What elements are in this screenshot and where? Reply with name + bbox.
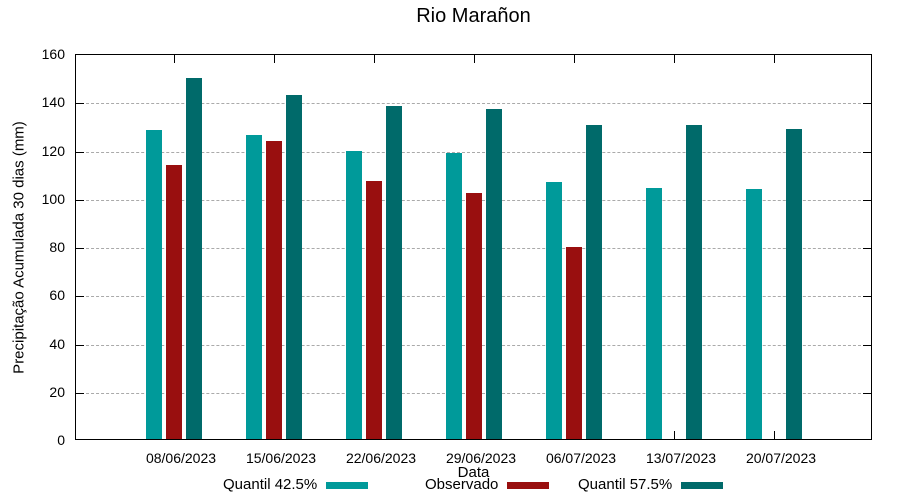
bar-quantil-42-5-1 <box>246 135 262 439</box>
y-tick-label-20: 20 <box>49 383 65 400</box>
top-tick-6 <box>774 55 775 63</box>
right-tick-140 <box>863 103 871 105</box>
bar-quantil-42-5-3 <box>446 153 462 439</box>
bar-quantil-57-5-3 <box>486 108 502 439</box>
right-tick-120 <box>863 151 871 153</box>
legend-label-quantil-42-5: Quantil 42.5% <box>223 476 318 493</box>
legend-item-quantil-57-5: Quantil 57.5% <box>578 476 724 494</box>
x-tick-label-6: 20/07/2023 <box>745 450 817 466</box>
y-tick-label-80: 80 <box>49 239 65 255</box>
bar-observado-2 <box>366 180 382 439</box>
bar-quantil-57-5-6 <box>786 129 802 439</box>
gridline-120 <box>76 151 871 153</box>
bar-quantil-42-5-5 <box>646 188 662 439</box>
bar-quantil-57-5-2 <box>386 106 402 439</box>
y-tick-label-0: 0 <box>57 432 65 448</box>
legend-swatch-quantil-57-5 <box>681 481 724 489</box>
bar-quantil-42-5-4 <box>546 182 562 439</box>
bar-quantil-42-5-0 <box>146 130 162 439</box>
legend-label-quantil-57-5: Quantil 57.5% <box>578 476 673 493</box>
bottom-tick-5 <box>674 431 675 439</box>
left-tick-60 <box>76 296 84 298</box>
gridline-140 <box>76 103 871 105</box>
x-tick-label-1: 15/06/2023 <box>245 450 317 466</box>
right-tick-40 <box>863 344 871 346</box>
y-tick-label-100: 100 <box>41 190 65 207</box>
right-tick-80 <box>863 248 871 249</box>
legend-swatch-quantil-42-5 <box>326 481 369 489</box>
legend-label-observado: Observado <box>425 476 499 493</box>
bar-quantil-57-5-1 <box>286 95 302 439</box>
bar-observado-4 <box>566 247 582 439</box>
left-tick-140 <box>76 103 84 105</box>
x-tick-label-0: 08/06/2023 <box>145 450 217 466</box>
left-tick-100 <box>76 199 84 201</box>
y-tick-label-120: 120 <box>41 142 65 159</box>
right-tick-100 <box>863 199 871 201</box>
top-tick-2 <box>374 55 375 63</box>
bar-quantil-57-5-0 <box>186 78 202 439</box>
y-tick-label-60: 60 <box>49 287 65 304</box>
top-tick-3 <box>474 55 475 63</box>
y-tick-label-160: 160 <box>41 46 65 62</box>
x-tick-label-5: 13/07/2023 <box>645 450 717 466</box>
right-tick-20 <box>863 392 871 394</box>
top-tick-0 <box>174 55 175 63</box>
x-tick-label-3: 29/06/2023 <box>445 450 517 466</box>
legend-item-observado: Observado <box>425 476 550 494</box>
left-tick-40 <box>76 344 84 346</box>
bar-observado-0 <box>166 165 182 439</box>
y-tick-label-40: 40 <box>49 335 65 352</box>
chart-title: Rio Marañon <box>416 5 531 27</box>
left-tick-80 <box>76 248 84 249</box>
left-tick-120 <box>76 151 84 153</box>
bar-quantil-42-5-6 <box>746 189 762 439</box>
x-axis-label: Data <box>457 464 490 481</box>
bar-quantil-57-5-4 <box>586 125 602 439</box>
bottom-tick-6 <box>774 431 775 439</box>
x-tick-label-4: 06/07/2023 <box>545 450 617 466</box>
bar-observado-3 <box>466 192 482 439</box>
bar-quantil-57-5-5 <box>686 125 702 439</box>
x-tick-label-2: 22/06/2023 <box>345 450 417 466</box>
y-tick-label-140: 140 <box>41 94 65 111</box>
bar-quantil-42-5-2 <box>346 150 362 439</box>
bar-observado-1 <box>266 141 282 439</box>
left-tick-20 <box>76 392 84 394</box>
legend-swatch-observado <box>507 481 550 489</box>
plot-area <box>75 54 872 440</box>
legend-item-quantil-42-5: Quantil 42.5% <box>223 476 369 494</box>
top-tick-1 <box>274 55 275 63</box>
top-tick-5 <box>674 55 675 63</box>
right-tick-60 <box>863 296 871 298</box>
top-tick-4 <box>574 55 575 63</box>
